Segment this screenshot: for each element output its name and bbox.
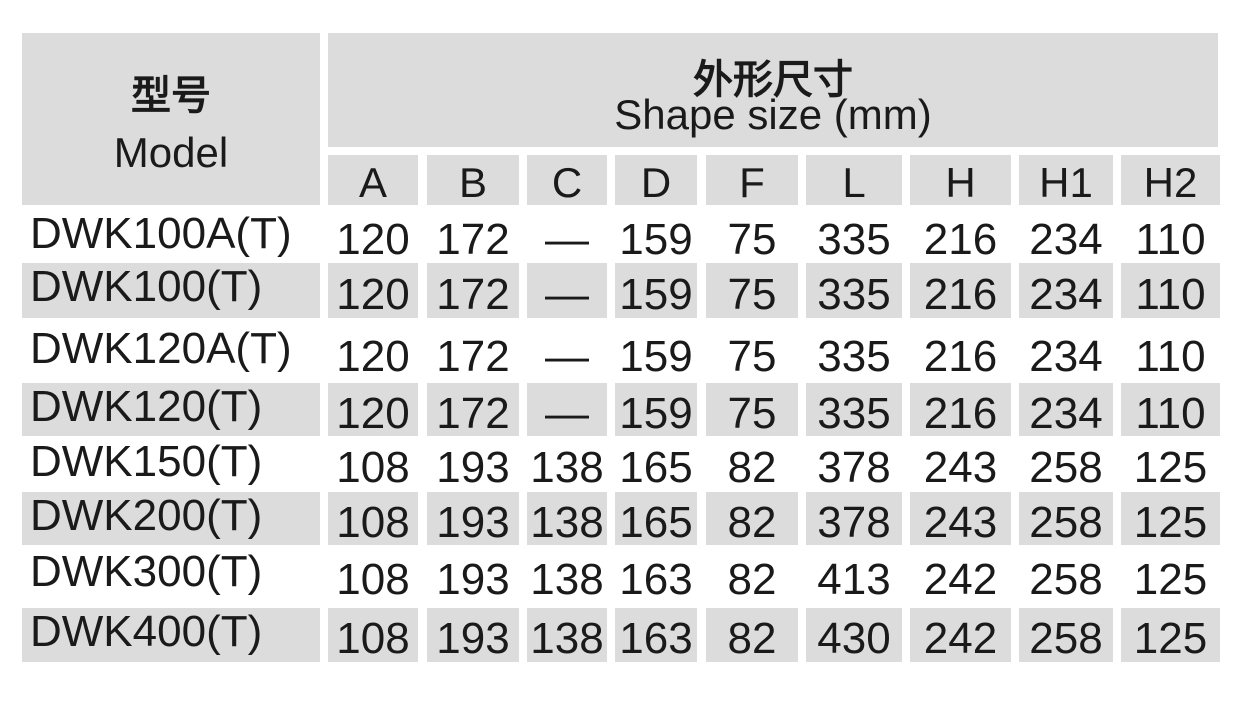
value-cell: 125 [1121, 492, 1220, 545]
value-cell: 335 [806, 383, 902, 436]
value-cell: 159 [619, 331, 693, 381]
value-cell: 110 [1121, 383, 1220, 436]
value-cell: 138 [530, 554, 604, 604]
value-cell: 108 [336, 443, 410, 492]
value-cell: 335 [817, 215, 891, 264]
value-cell: 138 [527, 492, 607, 545]
value-cell: 193 [427, 492, 519, 545]
shape-header-cn: 外形尺寸 [693, 58, 853, 102]
value-cell: 193 [436, 554, 510, 604]
value-cell: 159 [615, 263, 697, 318]
value-cell: 110 [1121, 263, 1220, 318]
column-header: L [806, 155, 902, 205]
column-header: C [527, 155, 607, 205]
column-header: F [706, 155, 798, 205]
model-cell: DWK120A(T) [30, 324, 292, 373]
value-cell: 413 [817, 554, 891, 604]
value-cell: 82 [727, 443, 777, 492]
value-cell: 138 [527, 608, 607, 662]
value-cell: 172 [427, 263, 519, 318]
value-cell: 75 [727, 331, 777, 381]
value-cell: 378 [806, 492, 902, 545]
model-header: 型号 Model [22, 33, 320, 205]
value-cell: 163 [615, 608, 697, 662]
model-cell: DWK400(T) [22, 608, 320, 662]
value-cell: 216 [923, 215, 998, 264]
value-cell: 110 [1135, 331, 1206, 381]
model-cell: DWK150(T) [30, 437, 263, 486]
value-cell: 125 [1121, 608, 1220, 662]
model-cell: DWK100(T) [22, 263, 320, 318]
value-cell: 243 [910, 492, 1011, 545]
value-cell: 172 [436, 215, 510, 264]
model-header-cn: 型号 [131, 74, 211, 118]
value-cell: — [545, 331, 589, 381]
column-header: H [910, 155, 1011, 205]
value-cell: 159 [619, 215, 693, 264]
value-cell: 108 [336, 554, 410, 604]
value-cell: 120 [328, 263, 418, 318]
value-cell: 163 [619, 554, 693, 604]
value-cell: 108 [328, 492, 418, 545]
shape-size-header: 外形尺寸 Shape size (mm) [328, 33, 1218, 147]
value-cell: 165 [615, 492, 697, 545]
value-cell: 82 [706, 492, 798, 545]
shape-header-en: Shape size (mm) [614, 91, 932, 138]
model-cell: DWK200(T) [22, 492, 320, 545]
value-cell: 165 [619, 443, 693, 492]
value-cell: — [527, 263, 607, 318]
model-cell: DWK300(T) [30, 547, 263, 596]
column-header: H2 [1121, 155, 1220, 205]
column-header: A [328, 155, 418, 205]
value-cell: 75 [727, 215, 777, 264]
value-cell: 82 [727, 554, 777, 604]
value-cell: 243 [923, 443, 998, 492]
value-cell: — [545, 215, 589, 264]
value-cell: 234 [1029, 331, 1103, 381]
value-cell: 216 [923, 331, 998, 381]
value-cell: 110 [1135, 215, 1206, 264]
column-header: D [615, 155, 697, 205]
value-cell: 242 [923, 554, 998, 604]
model-cell: DWK120(T) [22, 383, 320, 436]
value-cell: 193 [436, 443, 510, 492]
value-cell: 430 [806, 608, 902, 662]
value-cell: 258 [1019, 492, 1113, 545]
value-cell: 159 [615, 383, 697, 436]
value-cell: 82 [706, 608, 798, 662]
model-cell: DWK100A(T) [30, 209, 292, 258]
value-cell: 138 [530, 443, 604, 492]
value-cell: 335 [806, 263, 902, 318]
value-cell: 120 [328, 383, 418, 436]
value-cell: 193 [427, 608, 519, 662]
value-cell: 258 [1019, 608, 1113, 662]
column-header: B [427, 155, 519, 205]
value-cell: 120 [336, 215, 410, 264]
value-cell: 172 [436, 331, 510, 381]
value-cell: 125 [1133, 554, 1208, 604]
value-cell: 258 [1029, 443, 1103, 492]
value-cell: 216 [910, 263, 1011, 318]
value-cell: 378 [817, 443, 891, 492]
value-cell: 234 [1019, 263, 1113, 318]
value-cell: 172 [427, 383, 519, 436]
model-header-en: Model [113, 129, 229, 176]
value-cell: 335 [817, 331, 891, 381]
value-cell: 75 [706, 263, 798, 318]
value-cell: 108 [328, 608, 418, 662]
value-cell: 75 [706, 383, 798, 436]
column-header: H1 [1019, 155, 1113, 205]
value-cell: 258 [1029, 554, 1103, 604]
value-cell: 242 [910, 608, 1011, 662]
value-cell: 234 [1029, 215, 1103, 264]
value-cell: — [527, 383, 607, 436]
value-cell: 216 [910, 383, 1011, 436]
value-cell: 120 [336, 331, 410, 381]
value-cell: 234 [1019, 383, 1113, 436]
value-cell: 125 [1133, 443, 1208, 492]
